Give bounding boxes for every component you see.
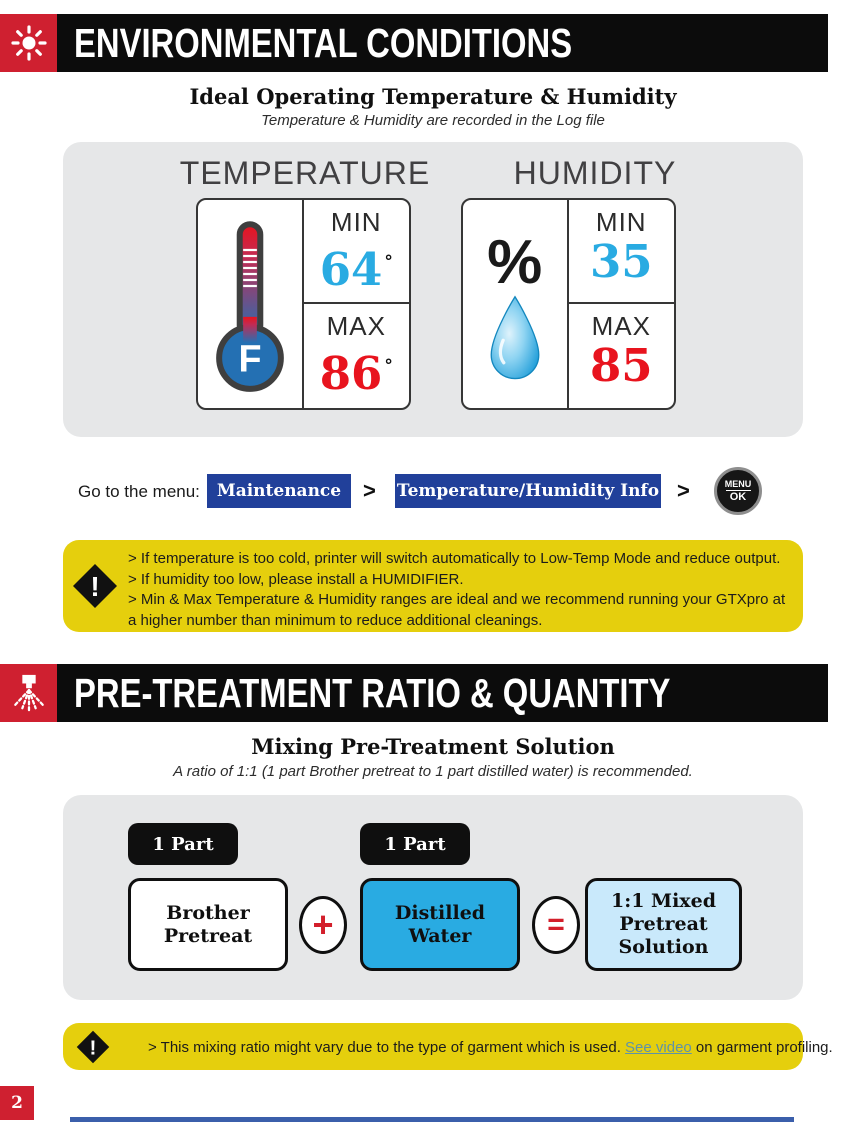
menu-button-temperature-humidity-info: Temperature/Humidity Info <box>395 474 661 508</box>
thermometer-cell: F <box>198 200 304 408</box>
header-bar <box>0 664 828 722</box>
menu-ok-button: MENU OK <box>714 467 762 515</box>
humidity-min-row: MIN 35 <box>568 200 674 304</box>
header-icon-box <box>0 14 57 72</box>
svg-text:!: ! <box>90 1036 97 1059</box>
humidity-label: HUMIDITY <box>513 155 677 191</box>
mixing-note-before: > This mixing ratio might vary due to th… <box>148 1039 626 1056</box>
humidity-card: % MIN 35 MAX 85 <box>461 198 676 410</box>
brother-pretreat-label: Brother Pretreat <box>163 901 253 947</box>
temperature-min-label: MIN <box>330 207 382 237</box>
mixing-note-text: > This mixing ratio might vary due to th… <box>148 1038 833 1059</box>
degree-symbol: ° <box>384 356 393 376</box>
environmental-warning-box <box>63 540 803 632</box>
humidity-values-cell: MIN 35 MAX 85 <box>568 200 675 408</box>
page-number-badge: 2 <box>0 1086 34 1120</box>
degree-symbol: ° <box>384 252 393 272</box>
spray-icon <box>13 674 44 712</box>
temperature-label: TEMPERATURE <box>179 155 431 191</box>
ratio-subheading: A ratio of 1:1 (1 part Brother pretreat … <box>173 763 693 780</box>
mixing-heading: Mixing Pre-Treatment Solution <box>251 734 615 759</box>
temperature-humidity-panel <box>63 142 803 437</box>
temperature-max-row: MAX 86 ° <box>304 304 410 408</box>
log-file-subheading: Temperature & Humidity are recorded in t… <box>261 112 605 129</box>
humidity-icon-cell: % <box>463 200 569 408</box>
temperature-max-number: 86 <box>319 347 383 400</box>
menu-path-prefix: Go to the menu: <box>78 482 200 501</box>
temperature-values-cell: MIN 64 ° MAX 86 ° <box>303 200 410 408</box>
environmental-warning-text: > If temperature is too cold, printer wi… <box>128 549 790 631</box>
warning-diamond-icon: ! <box>76 1030 110 1064</box>
temperature-min-value: 64 ° <box>320 238 393 294</box>
header-bar <box>0 14 828 72</box>
mixing-note-box <box>63 1023 803 1070</box>
distilled-water-box: Distilled Water <box>360 878 520 971</box>
brother-pretreat-box: Brother Pretreat <box>128 878 288 971</box>
humidity-min-value: 35 <box>589 235 653 288</box>
temperature-max-value: 86 ° <box>320 342 393 398</box>
menu-button-maintenance: Maintenance <box>207 474 351 508</box>
thermometer-icon: F <box>215 221 284 392</box>
warning-line: > Min & Max Temperature & Humidity range… <box>128 591 786 629</box>
mixed-solution-label: 1:1 Mixed Pretreat Solution <box>610 890 717 958</box>
humidity-max-value: 85 <box>589 339 653 392</box>
humidity-min-label: MIN <box>595 207 647 237</box>
menu-ok-top-label: MENU <box>724 479 752 489</box>
svg-text:!: ! <box>90 571 99 602</box>
part2-pill: 1 Part <box>360 823 470 865</box>
menu-ok-divider <box>725 490 751 491</box>
see-video-link[interactable]: See video <box>625 1039 692 1056</box>
percent-icon: % <box>487 228 543 297</box>
warning-line: > If temperature is too cold, printer wi… <box>128 550 781 567</box>
sun-icon <box>10 25 47 61</box>
menu-ok-bottom-label: OK <box>729 491 747 503</box>
footer-bar <box>70 1117 794 1122</box>
fahrenheit-unit: F <box>238 338 261 380</box>
humidity-max-row: MAX 85 <box>569 304 675 408</box>
temperature-card: F MIN 64 ° MAX 86 ° <box>196 198 411 410</box>
temperature-max-label: MAX <box>326 311 386 341</box>
section-title-environmental: ENVIRONMENTAL CONDITIONS <box>74 19 573 66</box>
chevron-right-icon: > <box>677 478 690 503</box>
warning-diamond-icon: ! <box>73 564 117 608</box>
warning-line: > If humidity too low, please install a … <box>128 570 464 588</box>
section-title-pretreatment: PRE-TREATMENT RATIO & QUANTITY <box>74 669 671 716</box>
temperature-min-row: MIN 64 ° <box>303 200 409 304</box>
header-icon-box <box>0 664 57 722</box>
equals-operator: = <box>532 896 580 954</box>
plus-operator: + <box>299 896 347 954</box>
distilled-water-label: Distilled Water <box>394 901 486 947</box>
chevron-right-icon: > <box>363 478 376 503</box>
part1-pill: 1 Part <box>128 823 238 865</box>
mixing-note-after: on garment profiling. <box>691 1039 833 1056</box>
environmental-header-band: ENVIRONMENTAL CONDITIONS <box>0 14 830 72</box>
ideal-operating-heading: Ideal Operating Temperature & Humidity <box>189 84 677 109</box>
humidity-max-label: MAX <box>591 311 651 341</box>
pretreatment-header-band: PRE-TREATMENT RATIO & QUANTITY <box>0 664 830 722</box>
temperature-min-number: 64 <box>319 243 383 296</box>
water-drop-icon <box>490 295 540 380</box>
mixed-solution-box: 1:1 Mixed Pretreat Solution <box>585 878 742 971</box>
